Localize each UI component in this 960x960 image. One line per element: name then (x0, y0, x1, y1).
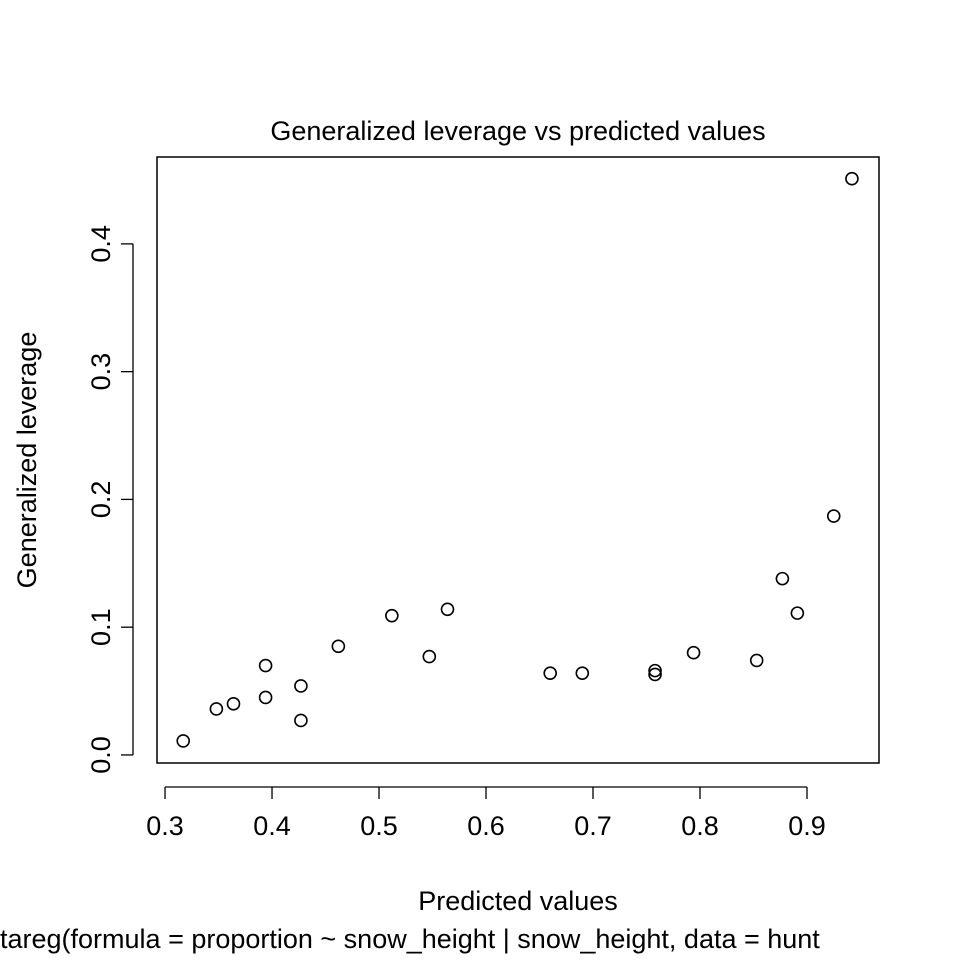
x-tick-label: 0.7 (574, 811, 612, 841)
point (294, 713, 308, 728)
y-tick-label: 0.4 (86, 225, 116, 263)
point (749, 653, 764, 668)
point (176, 734, 191, 748)
point (440, 602, 455, 617)
x-tick-label: 0.9 (788, 811, 826, 841)
point (226, 697, 241, 711)
point (258, 658, 273, 673)
point (258, 690, 273, 705)
subtitle: tareg(formula = proportion ~ snow_height… (0, 924, 820, 954)
point (826, 509, 841, 523)
point (385, 608, 399, 623)
y-tick-label: 0.1 (86, 608, 116, 646)
point (422, 649, 437, 664)
x-tick-label: 0.6 (467, 811, 505, 841)
x-tick-label: 0.5 (360, 811, 398, 841)
x-tick-label: 0.3 (146, 811, 184, 841)
y-tick-label: 0.3 (86, 353, 116, 391)
x-axis-label: Predicted values (418, 886, 618, 916)
point (648, 667, 662, 682)
y-axis-label: Generalized leverage (12, 332, 42, 589)
plot-box (156, 156, 880, 764)
chart-title: Generalized leverage vs predicted values (270, 116, 765, 146)
point (209, 702, 224, 716)
x-tick-label: 0.4 (253, 811, 291, 841)
point (294, 679, 308, 693)
y-tick-label: 0.2 (86, 481, 116, 519)
point (648, 663, 662, 678)
point (686, 645, 701, 660)
point (331, 639, 346, 654)
y-tick-label: 0.0 (86, 736, 116, 774)
point (845, 171, 859, 186)
point (543, 666, 558, 680)
point (790, 606, 805, 620)
point (775, 571, 790, 586)
x-tick-label: 0.8 (681, 811, 719, 841)
point (575, 666, 590, 680)
